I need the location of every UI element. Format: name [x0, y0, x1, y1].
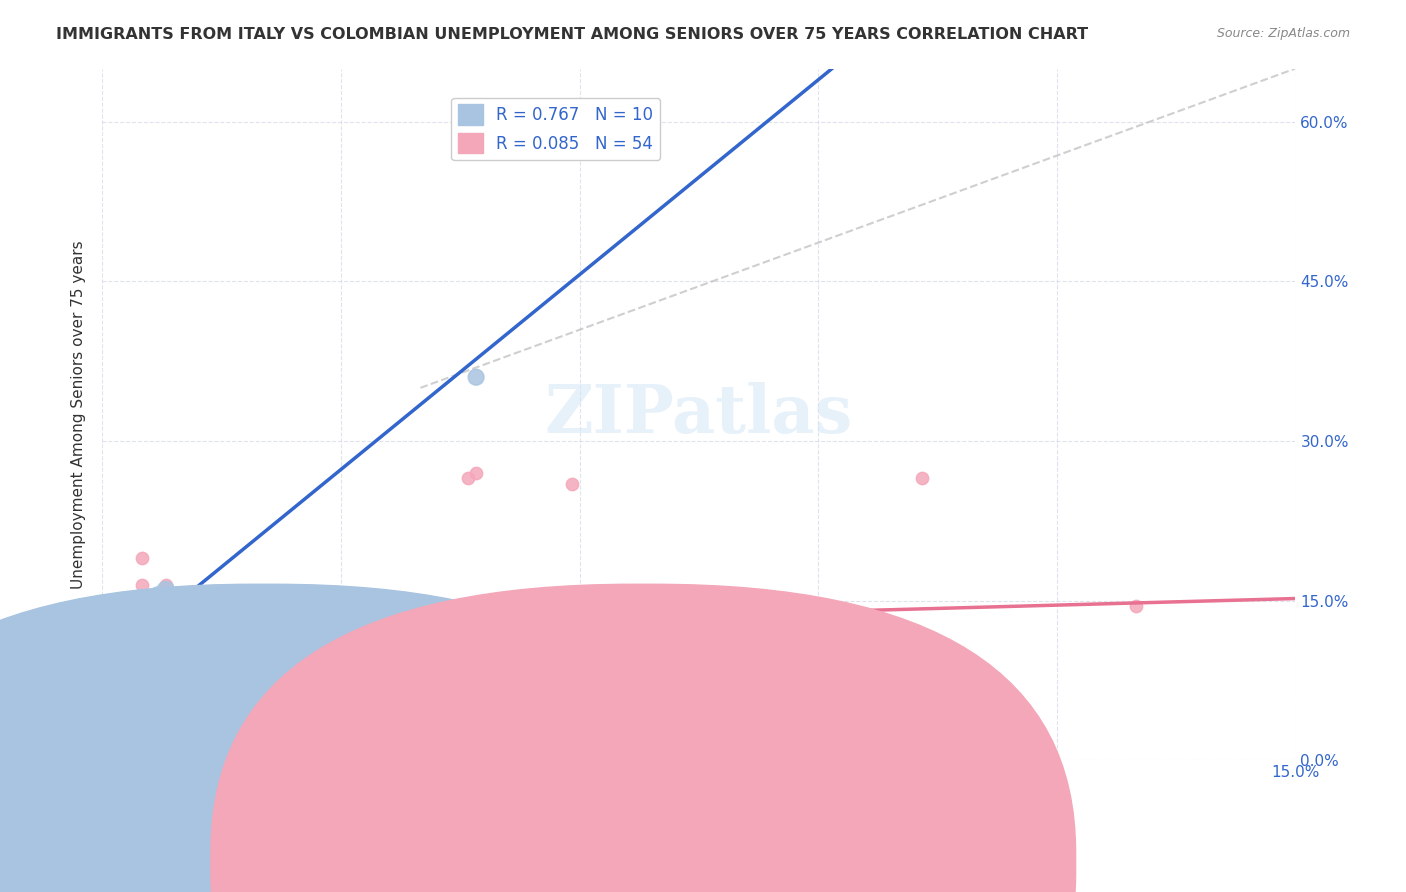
Point — [211, 625, 233, 640]
Point — [155, 578, 177, 592]
Point — [465, 466, 488, 480]
Point — [394, 641, 416, 656]
Point — [107, 631, 129, 645]
Point — [107, 636, 129, 650]
Point — [425, 631, 447, 645]
Point — [314, 641, 336, 656]
Point — [607, 631, 630, 645]
Text: Source: ZipAtlas.com: Source: ZipAtlas.com — [1216, 27, 1350, 40]
Point — [418, 641, 440, 656]
Point — [194, 625, 217, 640]
Point — [361, 641, 384, 656]
Point — [115, 631, 138, 645]
Point — [561, 476, 583, 491]
Text: Colombians: Colombians — [714, 809, 803, 824]
Point — [146, 589, 169, 603]
Point — [441, 631, 464, 645]
Point — [131, 551, 153, 566]
Point — [131, 625, 153, 640]
Point — [139, 615, 162, 629]
Point — [409, 631, 432, 645]
Y-axis label: Unemployment Among Seniors over 75 years: Unemployment Among Seniors over 75 years — [72, 240, 86, 589]
Point — [122, 631, 145, 645]
Point — [457, 471, 479, 485]
Point — [624, 631, 647, 645]
Point — [385, 604, 408, 618]
Point — [394, 625, 416, 640]
Point — [259, 652, 281, 666]
Point — [139, 625, 162, 640]
Point — [401, 641, 423, 656]
Point — [139, 615, 162, 629]
Text: IMMIGRANTS FROM ITALY VS COLOMBIAN UNEMPLOYMENT AMONG SENIORS OVER 75 YEARS CORR: IMMIGRANTS FROM ITALY VS COLOMBIAN UNEMP… — [56, 27, 1088, 42]
Point — [1125, 599, 1147, 613]
Point — [465, 370, 488, 384]
Point — [298, 604, 321, 618]
Point — [163, 615, 186, 629]
Point — [226, 631, 249, 645]
Point — [226, 636, 249, 650]
Point — [98, 631, 121, 645]
Point — [751, 679, 773, 693]
Text: ZIPatlas: ZIPatlas — [544, 382, 853, 447]
Point — [155, 615, 177, 629]
Point — [179, 631, 201, 645]
Point — [489, 641, 512, 656]
Text: Immigrants from Italy: Immigrants from Italy — [318, 809, 484, 824]
Point — [131, 578, 153, 592]
Point — [122, 625, 145, 640]
Point — [115, 641, 138, 656]
Point — [242, 631, 264, 645]
Point — [146, 631, 169, 645]
Point — [98, 631, 121, 645]
Point — [155, 583, 177, 598]
Point — [266, 679, 288, 693]
Point — [290, 631, 312, 645]
Point — [122, 631, 145, 645]
Legend: R = 0.767   N = 10, R = 0.085   N = 54: R = 0.767 N = 10, R = 0.085 N = 54 — [451, 97, 659, 160]
Point — [886, 631, 908, 645]
Point — [107, 641, 129, 656]
Point — [529, 631, 551, 645]
Point — [305, 604, 328, 618]
Point — [807, 631, 830, 645]
Point — [744, 668, 766, 682]
Point — [146, 631, 169, 645]
Point — [370, 604, 392, 618]
Point — [218, 636, 240, 650]
Point — [146, 604, 169, 618]
Point — [688, 668, 710, 682]
Point — [910, 471, 932, 485]
Point — [337, 657, 360, 672]
Point — [544, 136, 567, 150]
